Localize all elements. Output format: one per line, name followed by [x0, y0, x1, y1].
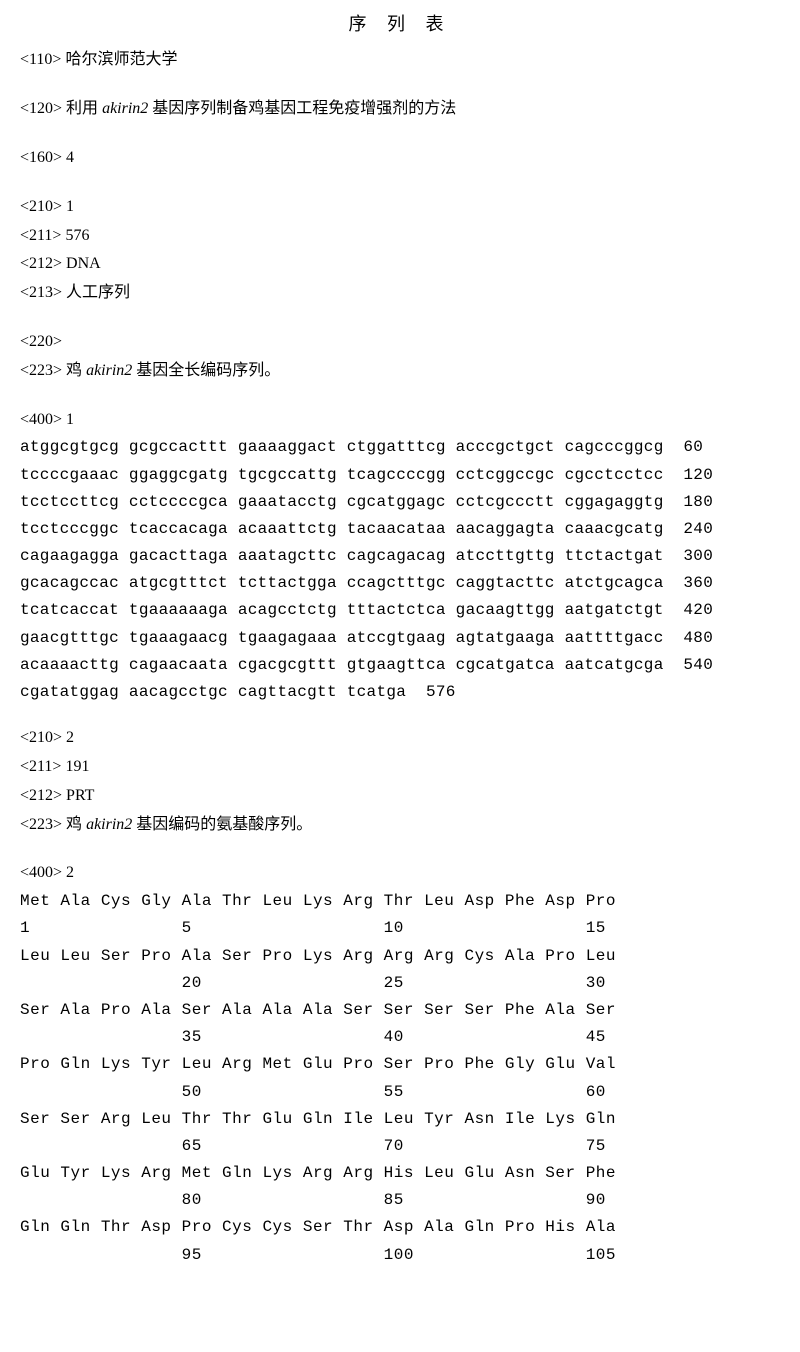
seq2-aa-row: Leu Leu Ser Pro Ala Ser Pro Lys Arg Arg … — [20, 943, 780, 970]
seq2-aa-num: 20 25 30 — [20, 970, 780, 997]
seq2-223-italic: akirin2 — [86, 816, 132, 833]
seq2-tag-212: <212> PRT — [20, 782, 780, 811]
seq2-223-pre: <223> 鸡 — [20, 816, 86, 833]
seq1-feature-block: <220> <223> 鸡 akirin2 基因全长编码序列。 — [20, 328, 780, 386]
tag-120-post: 基因序列制备鸡基因工程免疫增强剂的方法 — [148, 100, 456, 117]
seq1-row: atggcgtgcg gcgccacttt gaaaaggact ctggatt… — [20, 434, 780, 461]
seq2-aa-row: Pro Gln Lys Tyr Leu Arg Met Glu Pro Ser … — [20, 1051, 780, 1078]
seq1-row: tccccgaaac ggaggcgatg tgcgccattg tcagccc… — [20, 462, 780, 489]
seq1-dna-block: atggcgtgcg gcgccacttt gaaaaggact ctggatt… — [20, 434, 780, 706]
tag-120-pre: <120> 利用 — [20, 100, 102, 117]
seq1-223-pre: <223> 鸡 — [20, 362, 86, 379]
seq2-aa-num: 1 5 10 15 — [20, 915, 780, 942]
seq1-tag-210: <210> 1 — [20, 193, 780, 222]
seq1-row: cgatatggag aacagcctgc cagttacgtt tcatga … — [20, 679, 780, 706]
seq1-tag-223: <223> 鸡 akirin2 基因全长编码序列。 — [20, 357, 780, 386]
seq2-aa-num: 65 70 75 — [20, 1133, 780, 1160]
seq1-row: cagaagagga gacacttaga aaatagcttc cagcaga… — [20, 543, 780, 570]
seq2-223-post: 基因编码的氨基酸序列。 — [132, 816, 312, 833]
seq2-tag-223: <223> 鸡 akirin2 基因编码的氨基酸序列。 — [20, 811, 780, 840]
seq1-223-italic: akirin2 — [86, 362, 132, 379]
tag-120-italic: akirin2 — [102, 100, 148, 117]
seq2-aa-block: Met Ala Cys Gly Ala Thr Leu Lys Arg Thr … — [20, 888, 780, 1269]
page-title: 序 列 表 — [20, 8, 780, 40]
seq2-tag-400: <400> 2 — [20, 859, 780, 888]
seq1-tag-212: <212> DNA — [20, 250, 780, 279]
header-block-110: <110> 哈尔滨师范大学 — [20, 46, 780, 75]
seq1-tag-220: <220> — [20, 328, 780, 357]
seq2-aa-num: 80 85 90 — [20, 1187, 780, 1214]
seq2-aa-row: Gln Gln Thr Asp Pro Cys Cys Ser Thr Asp … — [20, 1214, 780, 1241]
seq1-header-block: <210> 1 <211> 576 <212> DNA <213> 人工序列 — [20, 193, 780, 308]
seq1-tag-213: <213> 人工序列 — [20, 279, 780, 308]
header-block-160: <160> 4 — [20, 144, 780, 173]
seq2-tag-210: <210> 2 — [20, 724, 780, 753]
seq2-aa-num: 35 40 45 — [20, 1024, 780, 1051]
seq1-tag-211: <211> 576 — [20, 222, 780, 251]
seq2-aa-num: 50 55 60 — [20, 1079, 780, 1106]
seq1-row: gcacagccac atgcgtttct tcttactgga ccagctt… — [20, 570, 780, 597]
seq2-aa-num: 95 100 105 — [20, 1242, 780, 1269]
seq1-row: tcctccttcg cctccccgca gaaatacctg cgcatgg… — [20, 489, 780, 516]
header-block-120: <120> 利用 akirin2 基因序列制备鸡基因工程免疫增强剂的方法 — [20, 95, 780, 124]
seq2-aa-row: Glu Tyr Lys Arg Met Gln Lys Arg Arg His … — [20, 1160, 780, 1187]
tag-120: <120> 利用 akirin2 基因序列制备鸡基因工程免疫增强剂的方法 — [20, 95, 780, 124]
seq1-tag-400: <400> 1 — [20, 406, 780, 435]
seq2-aa-row: Ser Ala Pro Ala Ser Ala Ala Ala Ser Ser … — [20, 997, 780, 1024]
seq2-aa-row: Ser Ser Arg Leu Thr Thr Glu Gln Ile Leu … — [20, 1106, 780, 1133]
tag-110: <110> 哈尔滨师范大学 — [20, 46, 780, 75]
seq1-row: acaaaacttg cagaacaata cgacgcgttt gtgaagt… — [20, 652, 780, 679]
seq1-row: tcatcaccat tgaaaaaaga acagcctctg tttactc… — [20, 597, 780, 624]
seq1-row: gaacgtttgc tgaaagaacg tgaagagaaa atccgtg… — [20, 625, 780, 652]
seq1-223-post: 基因全长编码序列。 — [132, 362, 280, 379]
seq2-aa-row: Met Ala Cys Gly Ala Thr Leu Lys Arg Thr … — [20, 888, 780, 915]
seq2-header-block: <210> 2 <211> 191 <212> PRT <223> 鸡 akir… — [20, 724, 780, 839]
seq1-row: tcctcccggc tcaccacaga acaaattctg tacaaca… — [20, 516, 780, 543]
tag-160: <160> 4 — [20, 144, 780, 173]
seq2-tag-211: <211> 191 — [20, 753, 780, 782]
